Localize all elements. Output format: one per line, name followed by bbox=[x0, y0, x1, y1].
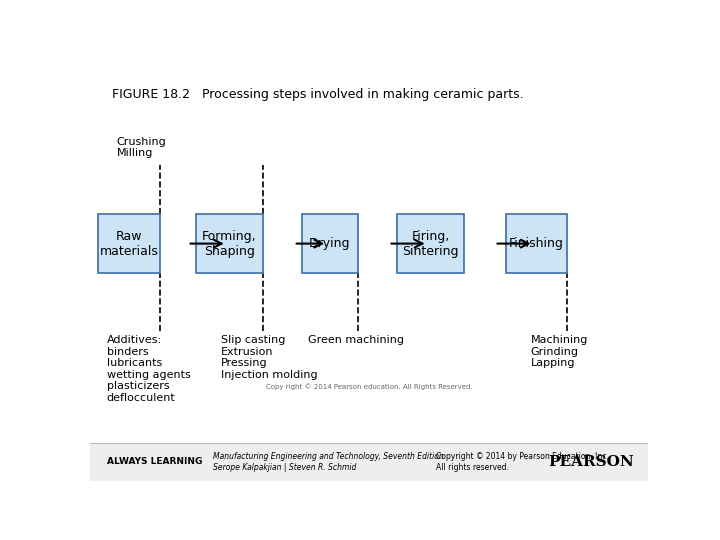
Text: Manufacturing Engineering and Technology, Seventh Edition
Serope Kalpakjian | St: Manufacturing Engineering and Technology… bbox=[213, 452, 444, 471]
Text: Crushing
Milling: Crushing Milling bbox=[117, 137, 166, 158]
Text: Copy right © 2014 Pearson education. All Rights Reserved.: Copy right © 2014 Pearson education. All… bbox=[266, 384, 472, 390]
Text: Finishing: Finishing bbox=[509, 237, 564, 250]
Text: Forming,
Shaping: Forming, Shaping bbox=[202, 230, 257, 258]
FancyBboxPatch shape bbox=[397, 214, 464, 273]
FancyBboxPatch shape bbox=[196, 214, 263, 273]
Text: Drying: Drying bbox=[309, 237, 351, 250]
Text: FIGURE 18.2   Processing steps involved in making ceramic parts.: FIGURE 18.2 Processing steps involved in… bbox=[112, 87, 524, 100]
Bar bbox=[90, 443, 648, 481]
Text: PEARSON: PEARSON bbox=[549, 455, 634, 469]
FancyBboxPatch shape bbox=[505, 214, 567, 273]
FancyBboxPatch shape bbox=[302, 214, 358, 273]
Text: ALWAYS LEARNING: ALWAYS LEARNING bbox=[107, 457, 202, 467]
Text: Machining
Grinding
Lapping: Machining Grinding Lapping bbox=[531, 335, 588, 368]
Text: Green machining: Green machining bbox=[307, 335, 404, 345]
Text: Copyright © 2014 by Pearson Education, Inc.
All rights reserved.: Copyright © 2014 by Pearson Education, I… bbox=[436, 452, 608, 471]
Text: Slip casting
Extrusion
Pressing
Injection molding: Slip casting Extrusion Pressing Injectio… bbox=[221, 335, 318, 380]
Text: Raw
materials: Raw materials bbox=[99, 230, 158, 258]
FancyBboxPatch shape bbox=[99, 214, 160, 273]
Text: Firing,
Sintering: Firing, Sintering bbox=[402, 230, 459, 258]
Text: Additives:
binders
lubricants
wetting agents
plasticizers
deflocculent: Additives: binders lubricants wetting ag… bbox=[107, 335, 191, 403]
